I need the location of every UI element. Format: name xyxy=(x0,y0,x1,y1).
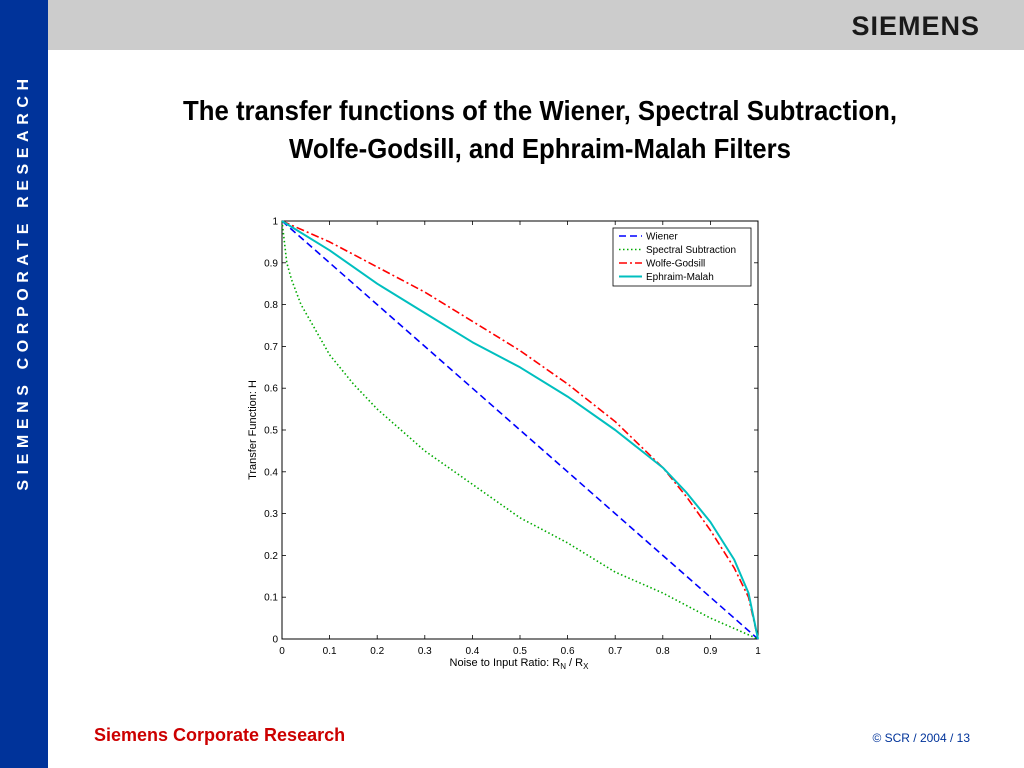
y-tick-label: 0.9 xyxy=(264,258,278,269)
legend-label-wiener: Wiener xyxy=(646,232,678,243)
x-tick-label: 0.3 xyxy=(418,646,432,657)
x-tick-label: 0.6 xyxy=(561,646,575,657)
y-tick-label: 0.8 xyxy=(264,300,278,311)
y-tick-label: 0.6 xyxy=(264,384,278,395)
footer-company-name: Siemens Corporate Research xyxy=(94,725,346,745)
x-tick-label: 0.1 xyxy=(323,646,337,657)
y-tick-label: 0 xyxy=(272,635,278,646)
x-tick-label: 0.5 xyxy=(513,646,527,657)
x-axis-label-sub-n: N xyxy=(560,662,566,671)
series-line-spectral-subtraction xyxy=(281,220,759,640)
y-tick-label: 0.5 xyxy=(264,426,278,437)
series-line-wiener xyxy=(281,220,759,640)
legend-label-spectral-subtraction: Spectral Subtraction xyxy=(646,245,736,256)
slide-title: The transfer functions of the Wiener, Sp… xyxy=(98,92,981,168)
x-tick-label: 0.7 xyxy=(608,646,622,657)
y-tick-label: 0.2 xyxy=(264,551,278,562)
series-layer xyxy=(281,220,759,640)
legend: Wiener Spectral Subtraction Wolfe-Godsill E… xyxy=(612,227,752,287)
y-axis-label: Transfer Function: H xyxy=(247,380,259,480)
series-line-wolfe-godsill xyxy=(281,220,759,640)
x-axis-label-main: Noise to Input Ratio: R xyxy=(450,657,561,669)
footer-page-info: © SCR / 2004 / 13 xyxy=(872,731,970,745)
x-tick-label: 1 xyxy=(755,646,761,657)
slide-title-line-1: The transfer functions of the Wiener, Sp… xyxy=(182,95,898,126)
y-tick-label: 1 xyxy=(272,217,278,228)
slide-title-line-2: Wolfe-Godsill, and Ephraim-Malah Filters xyxy=(289,133,791,164)
legend-label-wolfe-godsill: Wolfe-Godsill xyxy=(646,259,705,270)
x-axis-label-sub-x: X xyxy=(583,662,589,671)
header-bar: SIEMENS xyxy=(48,0,1024,50)
x-axis-label-sep: / R xyxy=(566,657,583,669)
y-tick-label: 0.7 xyxy=(264,342,278,353)
y-tick-label: 0.4 xyxy=(264,467,278,478)
sidebar-strip: SIEMENS CORPORATE RESEARCH xyxy=(0,0,48,768)
legend-label-ephraim-malah: Ephraim-Malah xyxy=(646,272,714,283)
x-tick-label: 0.8 xyxy=(656,646,670,657)
x-tick-label: 0 xyxy=(279,646,285,657)
x-tick-label: 0.2 xyxy=(370,646,384,657)
series-line-ephraim-malah xyxy=(281,220,759,640)
siemens-logo: SIEMENS xyxy=(851,11,980,41)
x-axis-label: Noise to Input Ratio: RN / RX xyxy=(450,657,590,671)
x-tick-label: 0.4 xyxy=(465,646,479,657)
axis-ticks: 0 0.1 0.2 0.3 0.4 0.5 0.6 0.7 0.8 0.9 1 0 0.1 0.2 0.3 0… xyxy=(264,217,761,658)
y-tick-label: 0.1 xyxy=(264,593,278,604)
x-tick-label: 0.9 xyxy=(703,646,717,657)
y-tick-label: 0.3 xyxy=(264,509,278,520)
